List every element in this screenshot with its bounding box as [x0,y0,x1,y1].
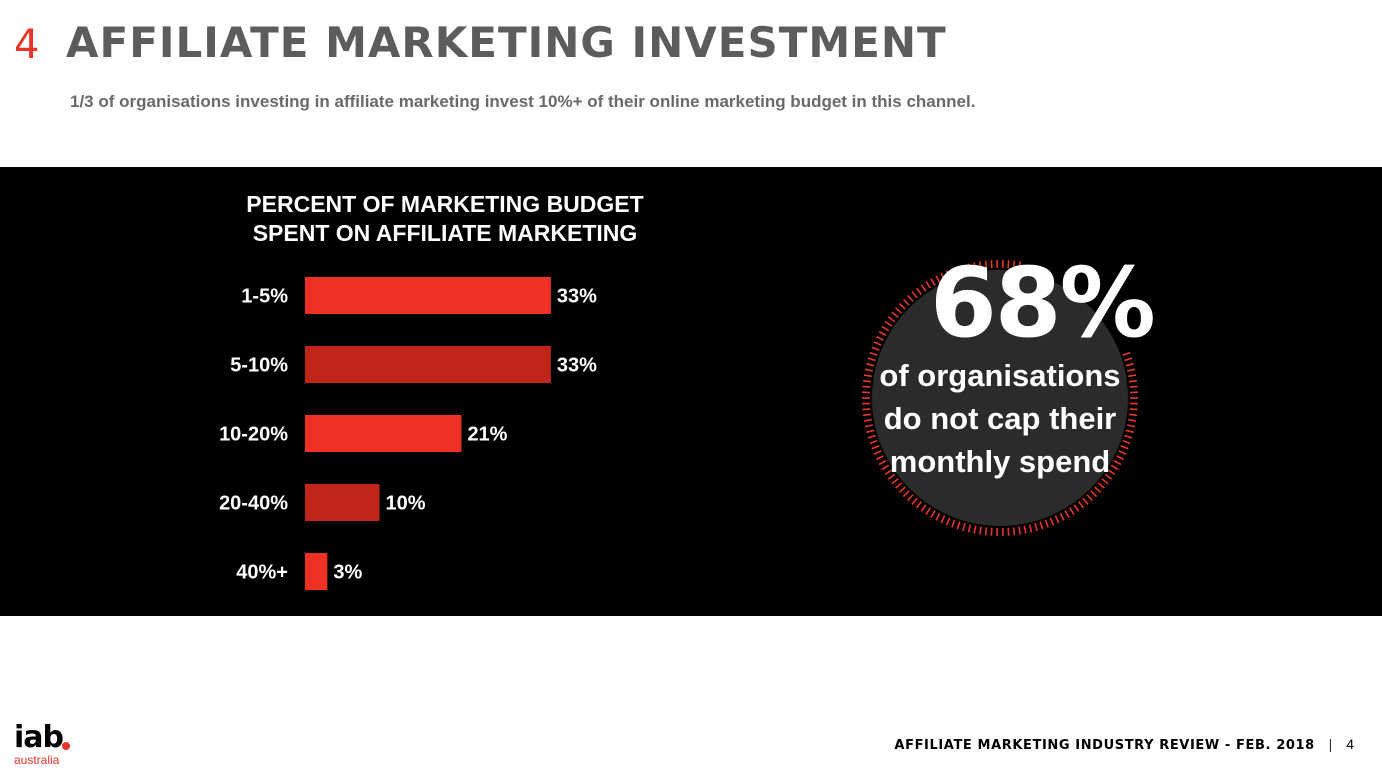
value-label: 3% [333,562,362,584]
bar [305,553,328,590]
footer-page-number: 4 [1346,736,1354,752]
stat-circle-ring [862,260,1138,536]
chart-title: PERCENT OF MARKETING BUDGET SPENT ON AFF… [200,190,690,248]
stat-value: 68% [930,247,1156,359]
stat-caption-line-3: monthly spend [889,444,1111,479]
chart-title-line-2: SPENT ON AFFILIATE MARKETING [252,220,638,246]
stat-caption-line-2: do not cap their [883,401,1117,436]
page-subtitle: 1/3 of organisations investing in affili… [70,92,976,111]
chart-panel [0,167,1382,616]
bar [305,484,380,521]
slide-number: 4 [14,22,40,68]
bar [305,415,462,452]
category-label: 5-10% [230,355,288,377]
value-label: 33% [557,286,597,308]
footer-separator: | [1328,736,1333,752]
page-title: AFFILIATE MARKETING INVESTMENT [66,18,947,67]
footer: AFFILIATE MARKETING INDUSTRY REVIEW - FE… [894,736,1354,753]
stat-caption-line-1: of organisations [879,358,1121,393]
footer-text: AFFILIATE MARKETING INDUSTRY REVIEW - FE… [894,738,1315,753]
value-label: 33% [557,355,597,377]
category-label: 10-20% [219,424,288,446]
stat-circle-fill [872,270,1128,526]
value-label: 10% [386,493,426,515]
stat-caption: of organisations do not cap their monthl… [858,354,1142,483]
chart-title-line-1: PERCENT OF MARKETING BUDGET [246,191,644,217]
bar [305,346,551,383]
stat-circle-ticks [862,260,1138,536]
bar-chart: 1-5% 33% 5-10% 33% 10-20% 21% 20-40% 10% 40%+ 3% [219,277,597,590]
category-label: 40%+ [236,562,288,584]
iab-logo: iab australia [14,723,84,769]
stat-circle [850,258,1150,538]
bar [305,277,551,314]
category-label: 1-5% [241,286,288,308]
logo-wordmark: iab [14,720,64,755]
value-label: 21% [467,424,507,446]
category-label: 20-40% [219,493,288,515]
logo-dot-icon [62,742,70,750]
logo-subtext: australia [14,753,60,767]
